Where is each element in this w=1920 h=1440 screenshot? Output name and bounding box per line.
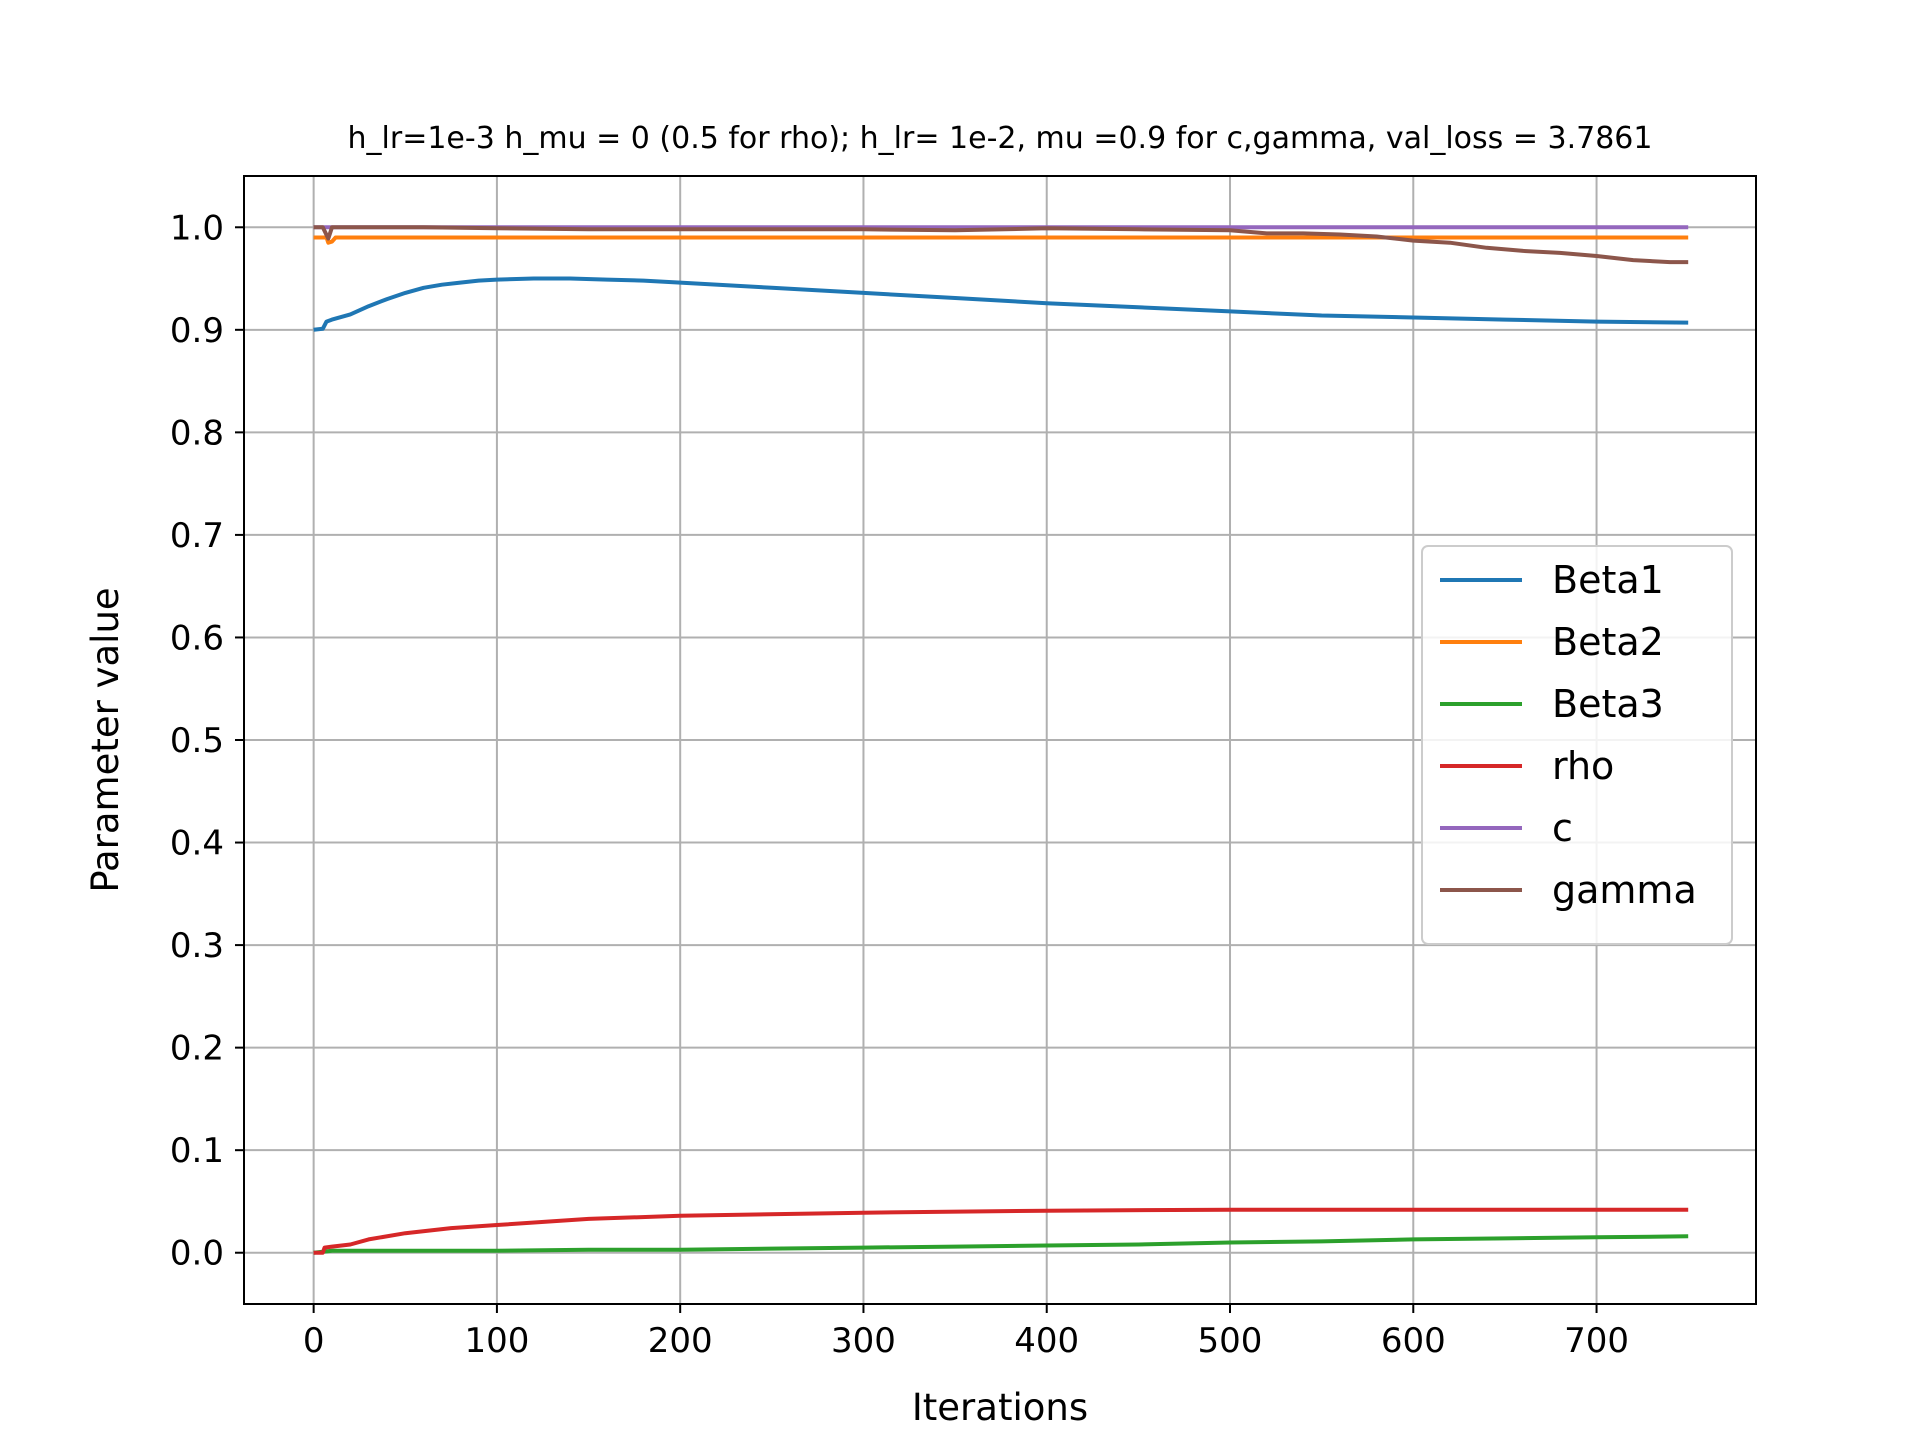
x-tick-label: 600 [1381, 1321, 1446, 1361]
legend-label: Beta1 [1552, 558, 1664, 602]
legend-label: gamma [1552, 868, 1697, 912]
legend-box [1421, 545, 1733, 945]
x-tick-label: 200 [648, 1321, 713, 1361]
legend-label: Beta3 [1552, 682, 1664, 726]
y-tick-label: 0.2 [170, 1029, 224, 1069]
x-tick-label: 700 [1564, 1321, 1629, 1361]
y-tick-label: 0.5 [170, 721, 224, 761]
y-axis-label: Parameter value [84, 587, 127, 892]
y-tick-label: 0.0 [170, 1234, 224, 1274]
x-tick-label: 500 [1198, 1321, 1263, 1361]
legend-label: c [1552, 806, 1573, 850]
legend: Beta1 Beta2 Beta3 rho c gamma [1421, 545, 1733, 945]
y-tick-label: 0.7 [170, 516, 224, 556]
x-tick-label: 400 [1014, 1321, 1079, 1361]
series-line-gamma [313, 225, 1689, 265]
legend-label: rho [1552, 744, 1614, 788]
series-lines [313, 225, 1689, 1255]
y-tick-label: 0.1 [170, 1131, 224, 1171]
x-axis-label: Iterations [912, 1386, 1088, 1429]
chart-title: h_lr=1e-3 h_mu = 0 (0.5 for rho); h_lr= … [348, 121, 1653, 156]
series-line-beta2 [313, 235, 1689, 245]
legend-label: Beta2 [1552, 620, 1664, 664]
axis-ticks: 0 100 200 300 400 500 600 700 0.0 0.1 0.2 0.3 0.4 0.5… [170, 208, 1629, 1361]
series-line-beta3 [313, 1234, 1689, 1255]
series-line-beta1 [313, 276, 1689, 332]
y-tick-label: 0.9 [170, 311, 224, 351]
x-tick-label: 100 [464, 1321, 529, 1361]
series-line-rho [313, 1207, 1689, 1255]
y-tick-label: 0.4 [170, 824, 224, 864]
y-tick-label: 0.8 [170, 413, 224, 453]
y-tick-label: 0.3 [170, 926, 224, 966]
y-tick-label: 0.6 [170, 618, 224, 658]
x-tick-label: 300 [831, 1321, 896, 1361]
y-tick-label: 1.0 [170, 208, 224, 248]
x-tick-label: 0 [303, 1321, 325, 1361]
